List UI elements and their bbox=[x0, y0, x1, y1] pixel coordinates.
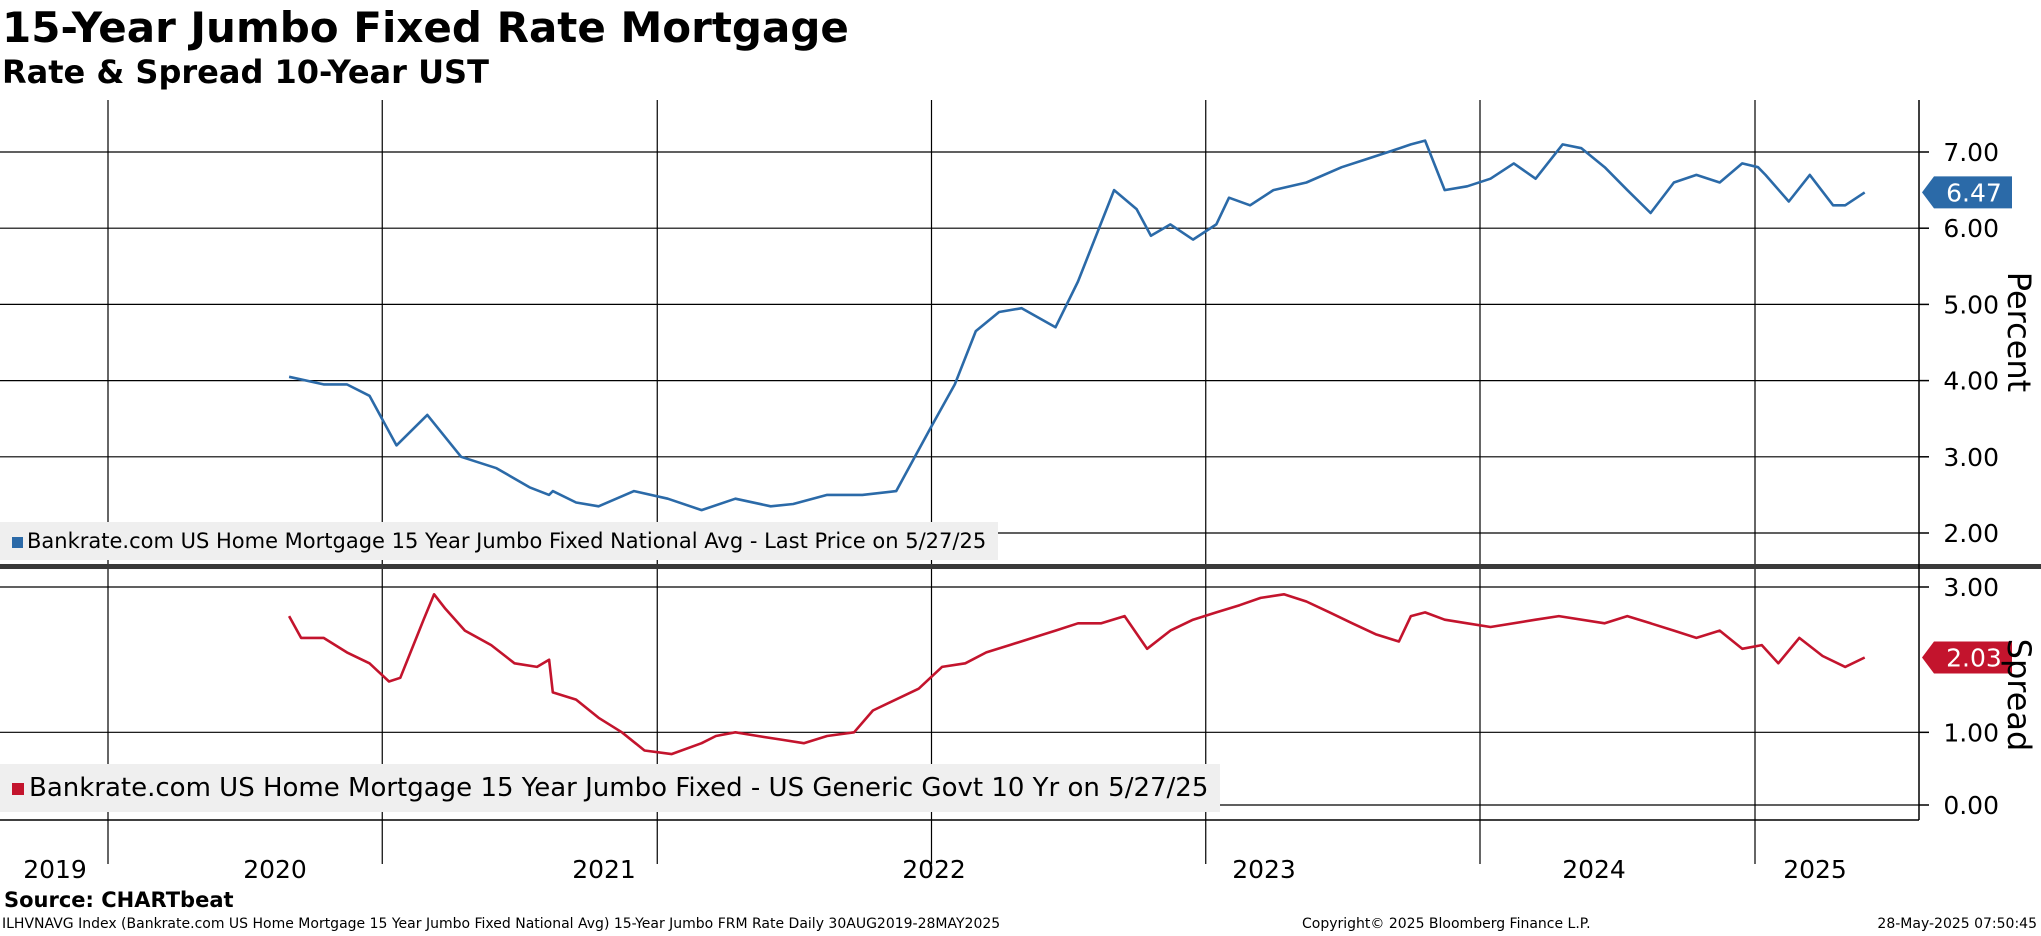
spread-tick-label: 3.00 bbox=[1943, 573, 1999, 602]
series-layer bbox=[287, 139, 1866, 756]
rate-tick-label: 7.00 bbox=[1943, 138, 1999, 167]
x-tick-label: 2021 bbox=[572, 855, 636, 884]
index-description: ILHVNAVG Index (Bankrate.com US Home Mor… bbox=[2, 916, 1001, 932]
x-tick-label: 2019 bbox=[23, 855, 87, 884]
spread-tick-label: 0.00 bbox=[1943, 791, 1999, 820]
rate-last-value-tag-bg bbox=[1922, 176, 2012, 209]
rate-tick-label: 4.00 bbox=[1943, 367, 1999, 396]
spread-last-value-tag-bg bbox=[1922, 641, 2012, 674]
x-tick-label: 2022 bbox=[902, 855, 966, 884]
rate-tick-label: 6.00 bbox=[1943, 214, 1999, 243]
chart-title: 15-Year Jumbo Fixed Rate Mortgage bbox=[2, 3, 849, 52]
spread-last-value-tag: 2.03 bbox=[1946, 643, 2002, 672]
rate-last-value-tag: 6.47 bbox=[1946, 178, 2002, 207]
panel-divider bbox=[0, 564, 2041, 569]
grid bbox=[0, 100, 1919, 864]
x-tick-label: 2023 bbox=[1232, 855, 1296, 884]
rate-series-line bbox=[288, 139, 1866, 512]
axes bbox=[0, 100, 2041, 821]
timestamp: 28-May-2025 07:50:45 bbox=[1877, 916, 2037, 932]
legend-label-spread: Bankrate.com US Home Mortgage 15 Year Ju… bbox=[29, 773, 1209, 803]
x-tick-label: 2025 bbox=[1783, 855, 1847, 884]
rate-tick-label: 2.00 bbox=[1943, 519, 1999, 548]
legend-swatch-spread bbox=[12, 782, 24, 795]
rate-axis-title: Percent bbox=[2000, 272, 2038, 392]
chart-subtitle: Rate & Spread 10-Year UST bbox=[2, 53, 489, 91]
rate-tick-label: 5.00 bbox=[1943, 290, 1999, 319]
spread-axis-title: Spread bbox=[2000, 639, 2038, 752]
x-tick-label: 2024 bbox=[1562, 855, 1626, 884]
copyright-note: Copyright© 2025 Bloomberg Finance L.P. bbox=[1302, 916, 1591, 932]
legend-bottom: Bankrate.com US Home Mortgage 15 Year Ju… bbox=[0, 764, 1221, 812]
legend-label-rate: Bankrate.com US Home Mortgage 15 Year Ju… bbox=[27, 529, 987, 553]
source-note: Source: CHARTbeat bbox=[4, 888, 234, 912]
rate-tick-label: 3.00 bbox=[1943, 443, 1999, 472]
x-tick-label: 2020 bbox=[243, 855, 307, 884]
legend-swatch-rate bbox=[12, 536, 23, 548]
spread-tick-label: 1.00 bbox=[1943, 718, 1999, 747]
axis-labels: 2.00 3.00 4.00 5.00 6.00 7.00 0.00 1.00 3.00 Perc… bbox=[23, 138, 2038, 884]
legend-top: Bankrate.com US Home Mortgage 15 Year Ju… bbox=[0, 522, 999, 560]
spread-series-line bbox=[287, 592, 1866, 756]
